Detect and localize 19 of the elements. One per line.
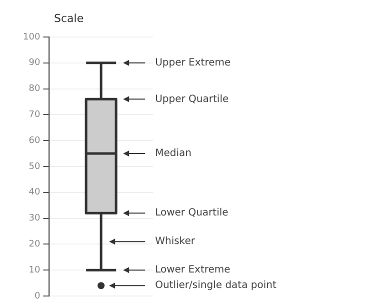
y-tick-label: 90 — [28, 58, 40, 68]
y-tick-label: 30 — [28, 214, 40, 224]
y-tick-label: 80 — [28, 84, 40, 94]
text: Upper Quartile — [155, 94, 229, 105]
y-tick-label: 60 — [28, 136, 40, 146]
y-tick-label: 0 — [34, 291, 40, 302]
text: Lower Quartile — [155, 208, 228, 219]
y-tick-label: 40 — [28, 188, 40, 198]
y-tick-label: 20 — [28, 240, 40, 250]
text: Whisker — [155, 236, 196, 248]
y-tick-label: 10 — [28, 265, 40, 276]
text: Median — [155, 148, 192, 160]
y-tick-label: 70 — [28, 110, 40, 120]
text: Outlier/single data point — [155, 280, 276, 292]
text: Lower Extreme — [155, 264, 230, 276]
y-tick-label: 50 — [28, 162, 40, 172]
y-axis-title: Scale — [54, 12, 84, 25]
text: Upper Extreme — [155, 57, 231, 68]
y-tick-label: 100 — [22, 32, 40, 42]
